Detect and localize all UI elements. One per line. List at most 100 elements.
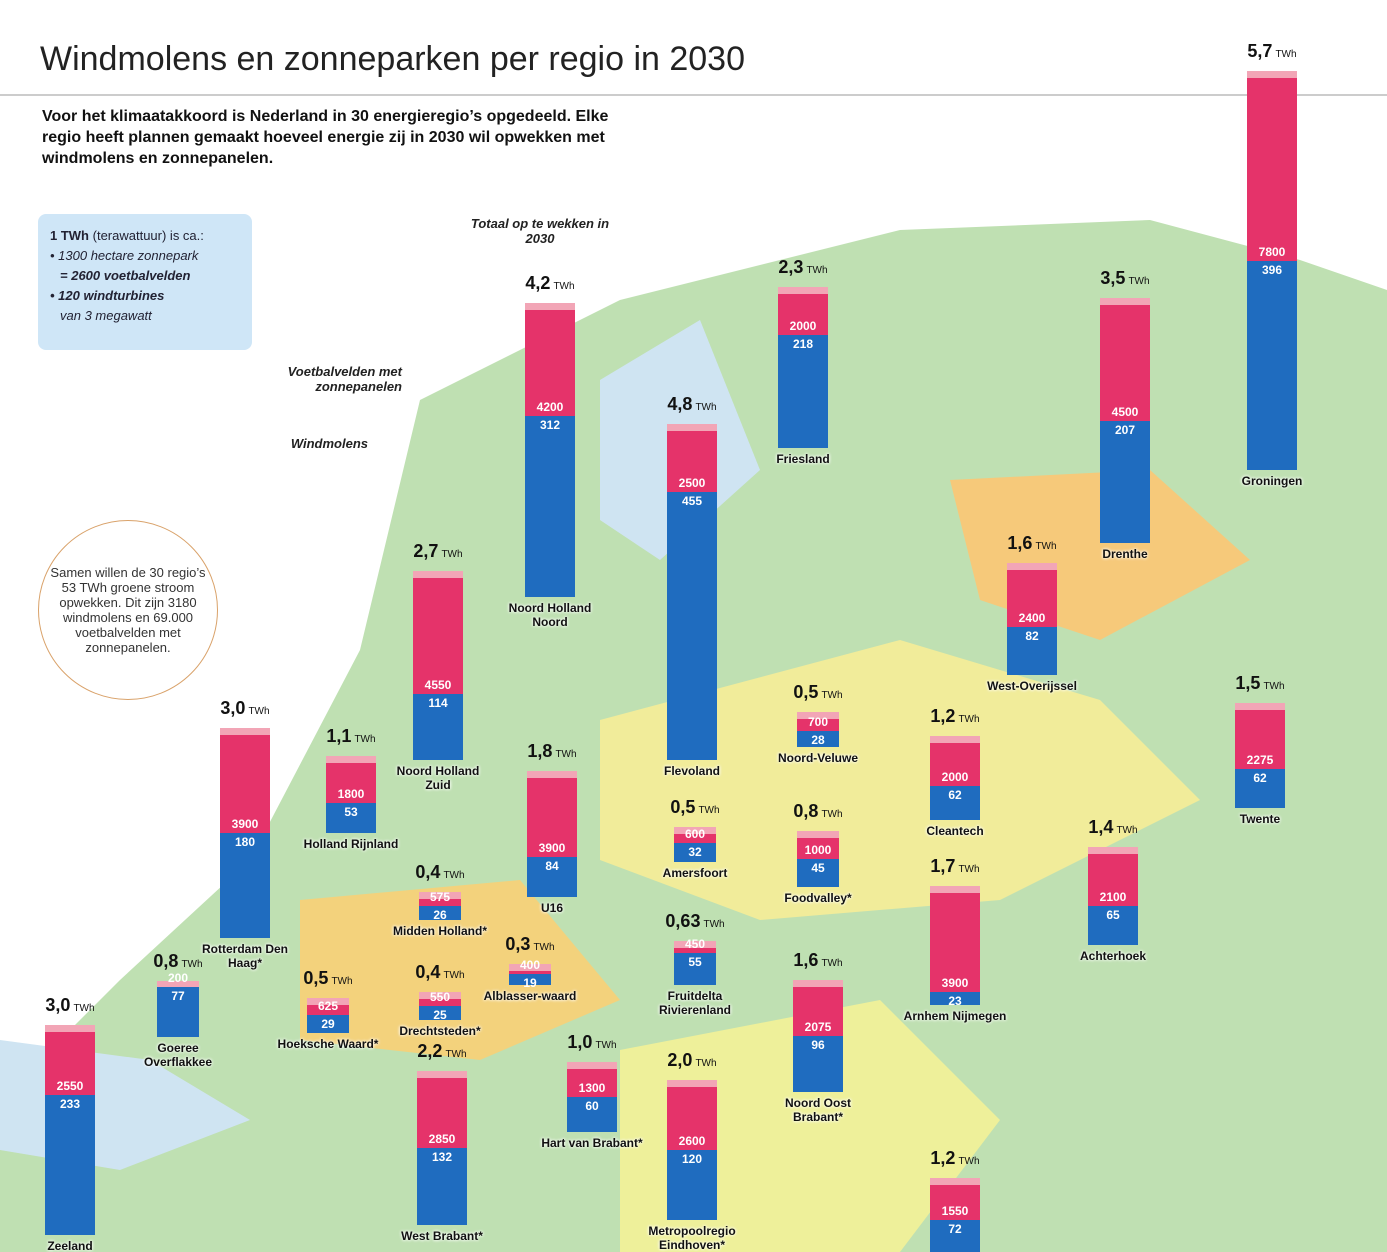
total-label: 0,8TWh	[773, 801, 863, 822]
region-name: Fruitdelta Rivierenland	[640, 989, 750, 1017]
total-value: 1,1	[326, 726, 351, 746]
solar-label: 4500	[1100, 405, 1150, 419]
unit: TWh	[331, 976, 352, 987]
solar-label: 3900	[220, 817, 270, 831]
unit: TWh	[1116, 825, 1137, 836]
bar-wind	[667, 492, 717, 760]
total-label: 0,4TWh	[395, 962, 485, 983]
total-label: 1,5TWh	[1215, 673, 1305, 694]
unit: TWh	[533, 942, 554, 953]
note-text: windturbines	[84, 288, 165, 303]
solar-label: 550	[419, 990, 461, 1004]
region-name: Arnhem Nijmegen	[900, 1009, 1010, 1023]
region-name: Amersfoort	[640, 866, 750, 880]
wind-label: 25	[419, 1008, 461, 1022]
solar-label: 2100	[1088, 890, 1138, 904]
unit: TWh	[445, 1049, 466, 1060]
solar-label: 2400	[1007, 611, 1057, 625]
wind-label: 23	[930, 994, 980, 1008]
total-value: 1,8	[527, 741, 552, 761]
solar-label: 4550	[413, 678, 463, 692]
unit: TWh	[553, 281, 574, 292]
unit: TWh	[821, 958, 842, 969]
wind-label: 120	[667, 1152, 717, 1166]
wind-label: 53	[326, 805, 376, 819]
bar-solar	[413, 571, 463, 694]
region-name: West-Overijssel	[977, 679, 1087, 693]
total-value: 0,8	[153, 951, 178, 971]
region-name: Zeeland	[15, 1239, 125, 1252]
wind-label: 72	[930, 1222, 980, 1236]
annotation: Windmolens	[250, 436, 368, 451]
solar-label: 1800	[326, 787, 376, 801]
annotation: Totaal op te wekken in 2030	[470, 216, 610, 246]
note-rest: (terawattuur) is ca.:	[93, 228, 204, 243]
page: Windmolens en zonneparken per regio in 2…	[0, 0, 1387, 1252]
total-label: 0,3TWh	[485, 934, 575, 955]
unit: TWh	[555, 749, 576, 760]
solar-label: 2850	[417, 1132, 467, 1146]
solar-label: 2000	[930, 770, 980, 784]
solar-label: 2600	[667, 1134, 717, 1148]
wind-label: 55	[674, 955, 716, 969]
total-value: 3,0	[220, 698, 245, 718]
total-label: 3,0TWh	[25, 995, 115, 1016]
region-name: Noord Oost Brabant*	[763, 1096, 873, 1124]
unit: TWh	[181, 959, 202, 970]
total-value: 3,0	[45, 995, 70, 1015]
unit: TWh	[1275, 49, 1296, 60]
total-label: 3,5TWh	[1080, 268, 1170, 289]
wind-label: 77	[157, 989, 199, 1003]
note-item: • 120 windturbines	[50, 286, 240, 306]
region-name: Noord Holland Noord	[495, 601, 605, 629]
bar-solar	[1247, 71, 1297, 261]
region-name: Flevoland	[637, 764, 747, 778]
total-label: 0,63TWh	[650, 911, 740, 932]
wind-label: 84	[527, 859, 577, 873]
note-text: voetbalvelden	[104, 268, 191, 283]
region-name: Alblasser-waard	[475, 989, 585, 1003]
unit: TWh	[958, 864, 979, 875]
unit: TWh	[703, 919, 724, 930]
unit: TWh	[595, 1040, 616, 1051]
region-name: Midden Holland*	[385, 924, 495, 938]
wind-label: 60	[567, 1099, 617, 1113]
solar-label: 3900	[930, 976, 980, 990]
total-value: 4,2	[525, 273, 550, 293]
wind-label: 233	[45, 1097, 95, 1111]
total-value: 0,5	[793, 682, 818, 702]
total-label: 2,0TWh	[647, 1050, 737, 1071]
note-heading: 1 TWh (terawattuur) is ca.:	[50, 226, 240, 246]
wind-label: 29	[307, 1017, 349, 1031]
solar-label: 625	[307, 999, 349, 1013]
bar-wind	[1100, 421, 1150, 543]
total-value: 1,6	[793, 950, 818, 970]
unit: TWh	[806, 265, 827, 276]
region-name: Cleantech	[900, 824, 1010, 838]
total-value: 1,5	[1235, 673, 1260, 693]
bar-wind	[45, 1095, 95, 1235]
unit: TWh	[1263, 681, 1284, 692]
region-name: Drechtsteden*	[385, 1024, 495, 1038]
solar-label: 2000	[778, 319, 828, 333]
solar-label: 200	[157, 971, 199, 985]
total-value: 0,5	[303, 968, 328, 988]
total-value: 0,4	[415, 962, 440, 982]
total-value: 1,2	[930, 706, 955, 726]
wind-label: 312	[525, 418, 575, 432]
region-name: Metropoolregio Eindhoven*	[637, 1224, 747, 1252]
unit: TWh	[1128, 276, 1149, 287]
note-bold: 1 TWh	[50, 228, 89, 243]
bar-wind	[525, 416, 575, 597]
total-label: 2,2TWh	[397, 1041, 487, 1062]
note: 1 TWh (terawattuur) is ca.: • 1300 hecta…	[38, 214, 252, 350]
total-value: 0,8	[793, 801, 818, 821]
bar-wind	[778, 335, 828, 448]
wind-label: 207	[1100, 423, 1150, 437]
wind-label: 26	[419, 908, 461, 922]
total-value: 0,63	[665, 911, 700, 931]
